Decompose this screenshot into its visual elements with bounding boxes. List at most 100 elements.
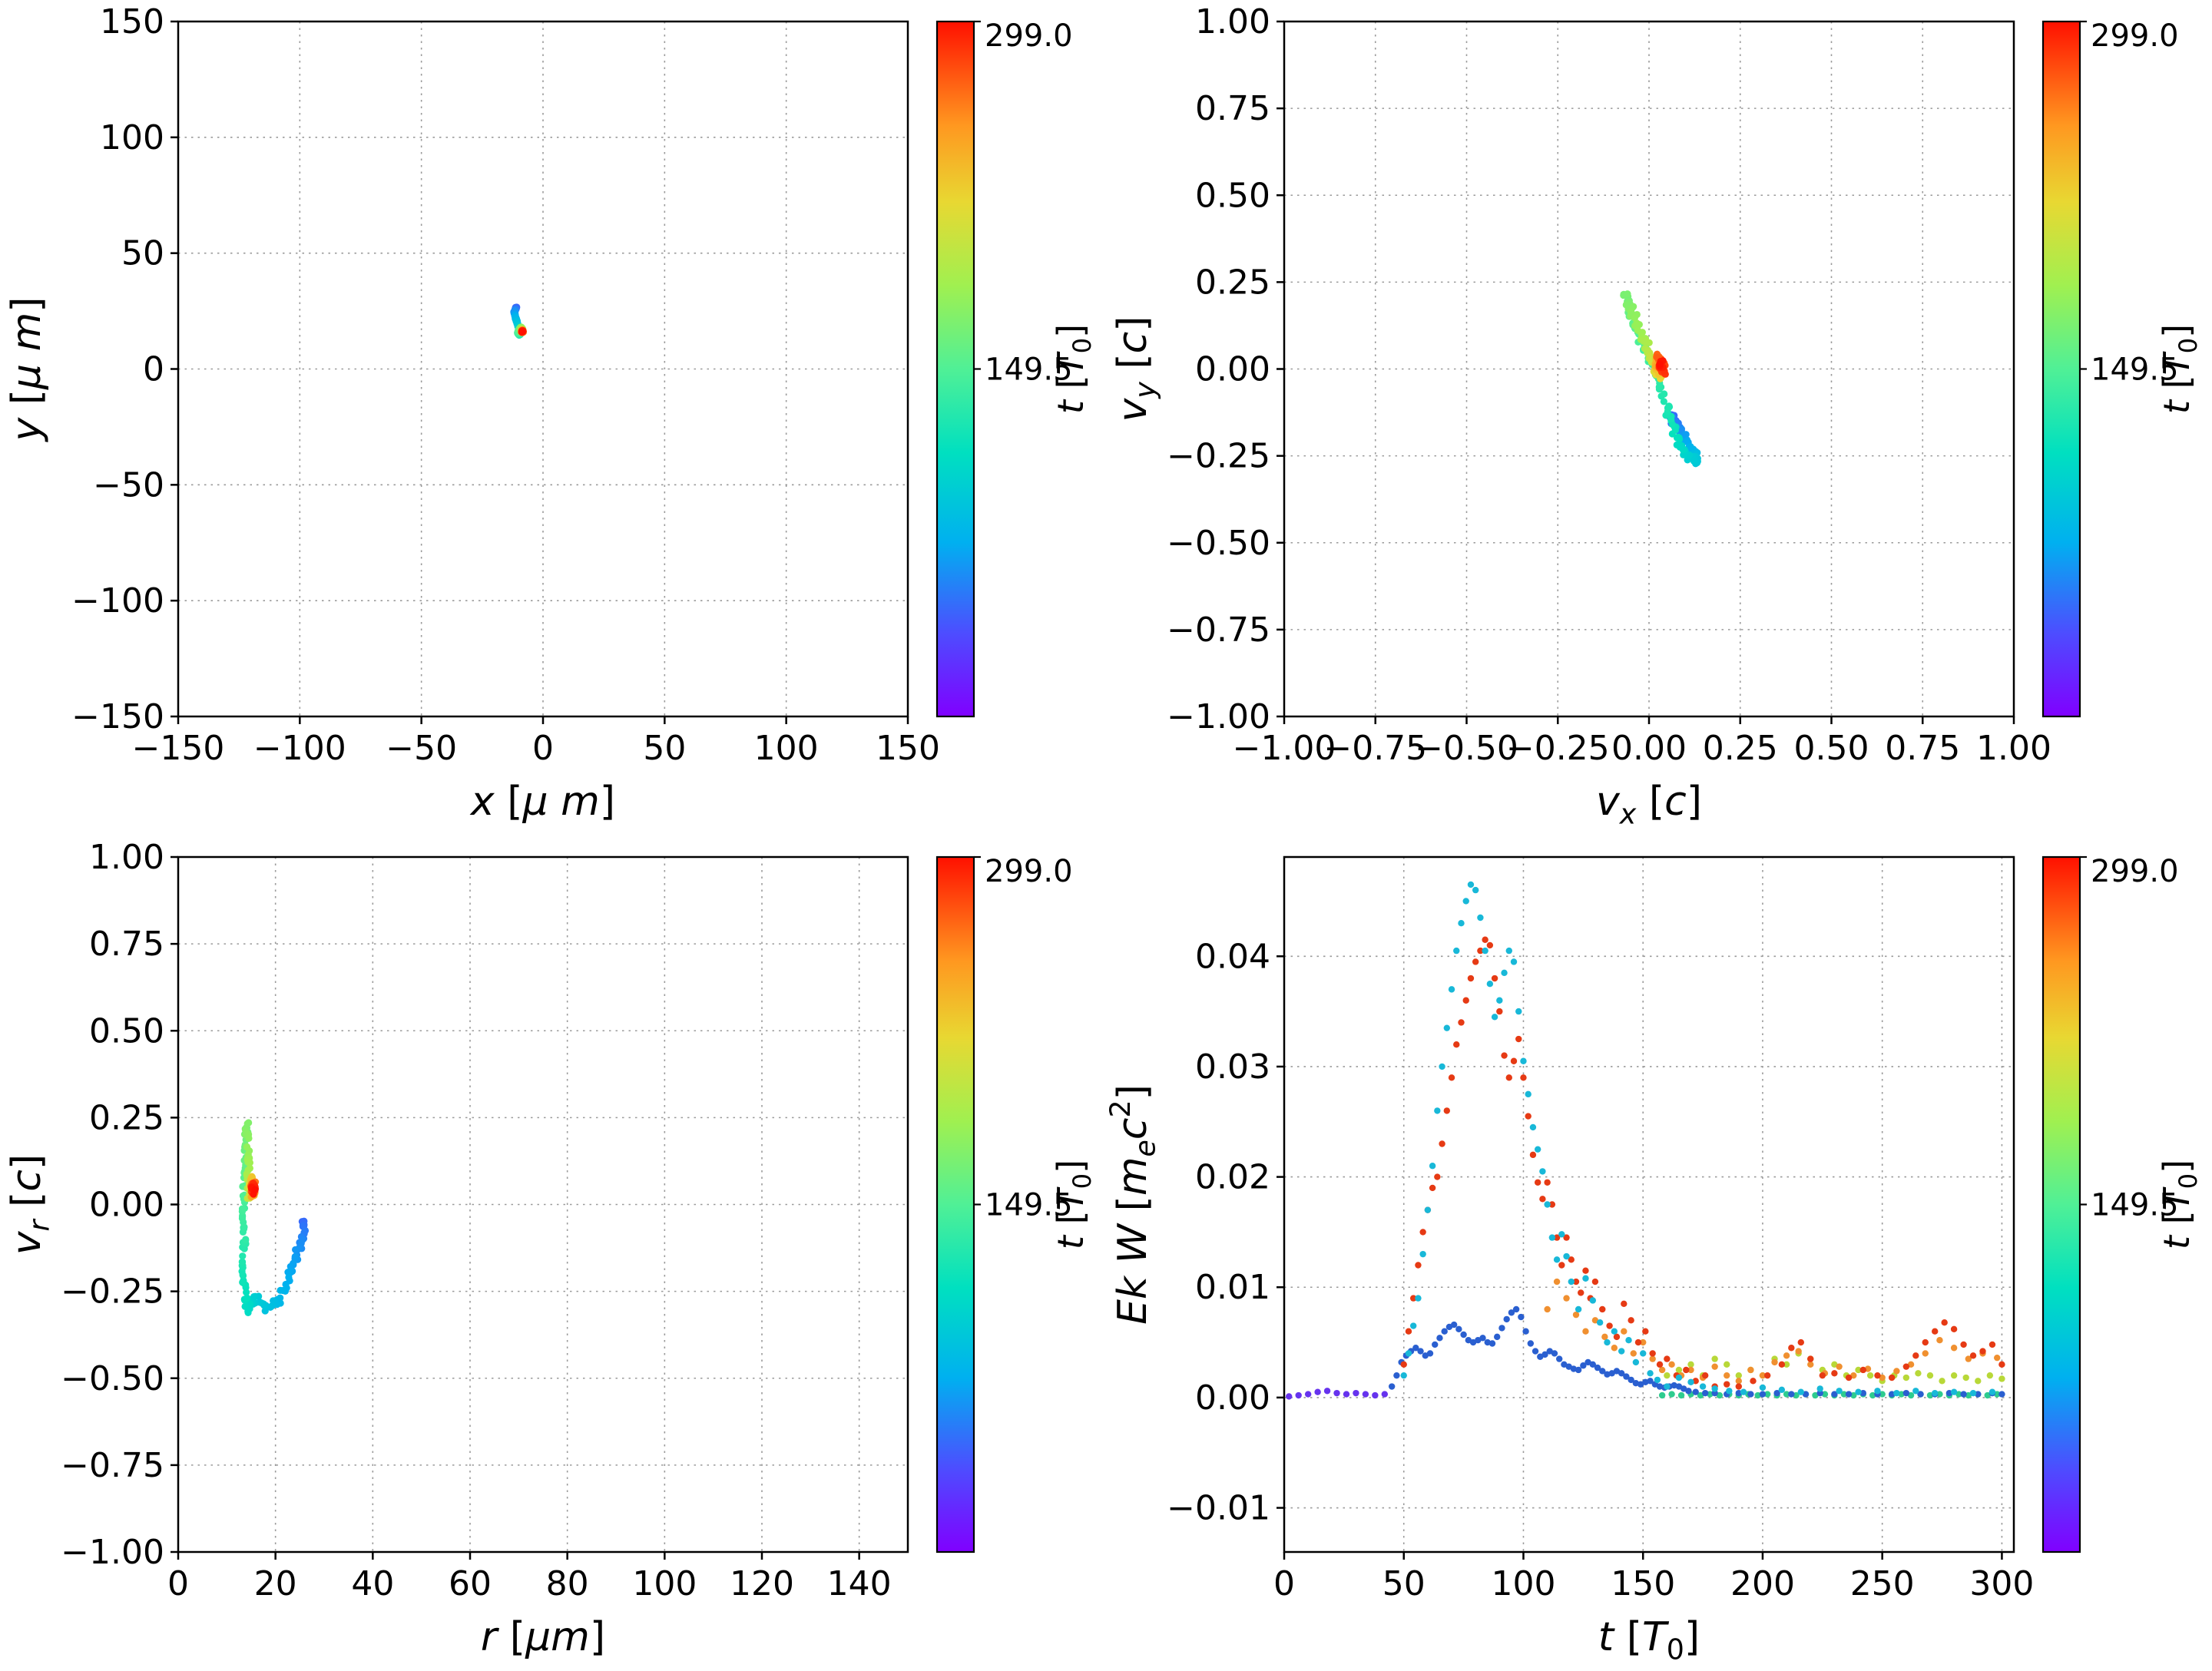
subplot-energy-vs-time-canvas: 0 50 100 150 200 250 300 −0.01 0.00 0.01 0.02 0.03 0…	[1106, 854, 2203, 1666]
svg-text:140: 140	[827, 1564, 892, 1603]
scatter-points	[1286, 881, 2005, 1400]
svg-text:−100: −100	[253, 729, 346, 768]
colorbar-label: t [T0]	[2156, 324, 2203, 414]
colorbar-gradient	[2043, 22, 2080, 716]
colorbar-tick-label: 299.0	[2091, 18, 2179, 54]
svg-text:50: 50	[121, 234, 164, 273]
svg-text:150: 150	[100, 2, 164, 41]
scatter-points	[1620, 290, 1701, 468]
y-axis-label: vy [c]	[1110, 316, 1161, 422]
svg-text:50: 50	[643, 729, 686, 768]
svg-text:−1.00: −1.00	[1167, 697, 1270, 736]
svg-text:−1.00: −1.00	[1233, 729, 1336, 768]
subplot-position-xy-canvas: −150 −100 −50 0 50 100 150 −150 −100 −50 0 50 100 150…	[4, 2, 1097, 825]
colorbar-tick-label: 149.5	[2091, 1188, 2179, 1223]
svg-text:0.00: 0.00	[1195, 1378, 1270, 1418]
svg-text:300: 300	[1969, 1564, 2034, 1603]
svg-text:0.75: 0.75	[1195, 89, 1270, 128]
svg-text:0: 0	[532, 729, 554, 768]
svg-text:−0.01: −0.01	[1167, 1489, 1270, 1528]
svg-text:0: 0	[1273, 1564, 1295, 1603]
svg-text:200: 200	[1730, 1564, 1795, 1603]
colorbar-label: t [T0]	[1050, 324, 1097, 414]
x-ticks: 0 50 100 150 200 250 300	[1273, 1552, 2034, 1603]
x-ticks: 0 20 40 60 80 100 120 140	[167, 1552, 892, 1603]
colorbar-gradient	[937, 22, 974, 716]
svg-text:0.00: 0.00	[1611, 729, 1687, 768]
svg-text:0.50: 0.50	[89, 1011, 164, 1051]
svg-text:0: 0	[167, 1564, 189, 1603]
svg-text:−0.75: −0.75	[61, 1446, 164, 1485]
svg-text:0.02: 0.02	[1195, 1158, 1270, 1197]
svg-text:0.25: 0.25	[89, 1098, 164, 1137]
y-axis-label: y [μ m]	[4, 296, 50, 442]
svg-text:100: 100	[754, 729, 819, 768]
grid	[177, 21, 909, 717]
grid	[177, 856, 908, 1553]
x-axis-label: vx [c]	[1596, 779, 1702, 830]
x-ticks: −1.00−0.75−0.50−0.25 0.00 0.25 0.50 0.75 1.00	[1233, 716, 2051, 768]
svg-text:−0.25: −0.25	[61, 1272, 164, 1312]
svg-text:60: 60	[449, 1564, 492, 1603]
svg-text:−100: −100	[71, 581, 164, 620]
scatter-points	[510, 303, 528, 339]
svg-text:0.75: 0.75	[89, 925, 164, 964]
grid	[1283, 21, 2015, 717]
svg-text:0.25: 0.25	[1703, 729, 1778, 768]
svg-text:0.50: 0.50	[1794, 729, 1869, 768]
colorbar-label: t [T0]	[2156, 1160, 2203, 1249]
x-axis-label: r [μm]	[481, 1614, 605, 1660]
svg-text:20: 20	[254, 1564, 297, 1603]
scatter-points	[238, 1119, 310, 1317]
y-ticks: −1.00 −0.75 −0.50 −0.25 0.00 0.25 0.50 0.75 1.00	[61, 838, 178, 1572]
svg-text:250: 250	[1850, 1564, 1915, 1603]
svg-text:−0.25: −0.25	[1506, 729, 1610, 768]
colorbar-tick-label: 299.0	[985, 18, 1073, 54]
colorbar-tick-label: 149.5	[985, 352, 1073, 388]
svg-text:−0.75: −0.75	[1323, 729, 1427, 768]
svg-text:−0.50: −0.50	[61, 1359, 164, 1398]
axes-border	[1283, 855, 2015, 1554]
svg-text:0.50: 0.50	[1195, 176, 1270, 215]
svg-text:0.01: 0.01	[1195, 1268, 1270, 1307]
y-ticks: −150 −100 −50 0 50 100 150	[71, 2, 178, 736]
colorbar-tick-label: 149.5	[985, 1188, 1073, 1223]
subplot-radial-rvr-canvas: 0 20 40 60 80 100 120 140 −1.00 −0.75 −0.50 −0.25 0.…	[4, 838, 1097, 1660]
colorbar-gradient	[937, 857, 974, 1552]
colorbar: 299.0 149.5t [T0]	[935, 854, 1097, 1554]
svg-text:50: 50	[1382, 1564, 1426, 1603]
colorbar-gradient	[2043, 857, 2080, 1552]
colorbar-tick-label: 299.0	[2091, 854, 2179, 889]
subplot-position-xy: −150 −100 −50 0 50 100 150 −150 −100 −50 0 50 100 150…	[0, 0, 1106, 836]
svg-text:100: 100	[1491, 1564, 1555, 1603]
svg-text:−50: −50	[386, 729, 457, 768]
svg-text:0.75: 0.75	[1885, 729, 1960, 768]
colorbar: 299.0 149.5t [T0]	[2041, 18, 2203, 718]
svg-text:−150: −150	[71, 697, 164, 736]
svg-text:1.00: 1.00	[1195, 2, 1270, 41]
svg-text:0.04: 0.04	[1195, 937, 1270, 976]
svg-text:1.00: 1.00	[1976, 729, 2051, 768]
colorbar-tick-label: 299.0	[985, 854, 1073, 889]
y-axis-label: Ek W [mec2]	[1106, 1084, 1161, 1325]
colorbar-label: t [T0]	[1050, 1160, 1097, 1249]
svg-text:−50: −50	[93, 465, 164, 505]
subplot-velocity-vxvy-canvas: −1.00−0.75−0.50−0.25 0.00 0.25 0.50 0.75 1.00…	[1110, 2, 2203, 830]
y-ticks: −1.00 −0.75 −0.50 −0.25 0.00 0.25 0.50 0.75 1.00	[1167, 2, 1284, 736]
subplot-radial-rvr: 0 20 40 60 80 100 120 140 −1.00 −0.75 −0.50 −0.25 0.…	[0, 836, 1106, 1671]
svg-text:−0.75: −0.75	[1167, 610, 1270, 650]
svg-text:0: 0	[143, 350, 164, 389]
y-axis-label: vr [c]	[4, 1154, 55, 1255]
x-axis-label: t [T0]	[1598, 1614, 1700, 1666]
svg-text:0.25: 0.25	[1195, 263, 1270, 302]
svg-text:150: 150	[876, 729, 940, 768]
subplot-velocity-vxvy: −1.00 −0.75 −0.50 −0.25 0.00 0.25 0.50 0.75 1.00…	[1106, 0, 2212, 836]
svg-text:100: 100	[632, 1564, 697, 1603]
y-ticks: −0.01 0.00 0.01 0.02 0.03 0.04	[1167, 937, 1284, 1528]
svg-text:1.00: 1.00	[89, 838, 164, 877]
svg-text:80: 80	[546, 1564, 589, 1603]
grid	[1283, 857, 2014, 1552]
svg-text:−0.25: −0.25	[1167, 437, 1270, 476]
x-ticks: −150 −100 −50 0 50 100 150	[132, 716, 940, 768]
